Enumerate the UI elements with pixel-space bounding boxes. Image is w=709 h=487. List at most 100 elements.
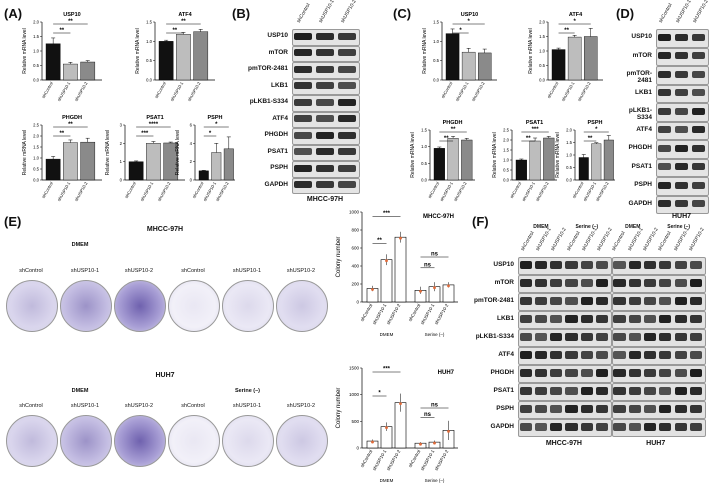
bar — [529, 140, 541, 181]
y-tick-label: 1.5 — [33, 145, 39, 150]
y-tick-label: 6 — [190, 123, 193, 128]
blot-band — [565, 351, 578, 359]
colony-plate — [168, 415, 220, 467]
blot-band — [628, 351, 641, 359]
bar — [198, 170, 209, 181]
y-tick-label: 1.5 — [33, 34, 39, 39]
blot-row-label: LKB1 — [635, 88, 652, 96]
blot-band — [316, 49, 334, 57]
y-tick-label: 800 — [351, 228, 359, 233]
blot-band — [519, 423, 532, 431]
blot-band — [596, 261, 609, 269]
bar — [461, 51, 476, 81]
blot-band — [659, 351, 672, 359]
y-tick-label: 1.5 — [421, 128, 427, 133]
blot-band — [596, 333, 609, 341]
blot-band — [689, 333, 703, 341]
y-axis-label: Relative mRNA level — [105, 130, 111, 176]
colony-plate — [60, 415, 112, 467]
x-tick-label: shUSP10-2 — [535, 180, 550, 202]
bar — [223, 148, 234, 181]
significance-label: * — [209, 131, 212, 137]
blot-band — [613, 333, 626, 341]
blot-band — [675, 163, 688, 171]
colony-plate — [168, 280, 220, 332]
blot-band — [338, 131, 356, 139]
y-tick-label: 1.5 — [566, 140, 572, 145]
y-tick-label: 0.5 — [433, 58, 439, 63]
x-tick-label: shUSP10-2 — [386, 303, 402, 326]
blot-row-label: PSAT1 — [631, 162, 652, 170]
blot-band — [675, 181, 688, 189]
significance-label: *** — [383, 211, 391, 217]
y-tick-label: 1.0 — [146, 39, 152, 44]
significance-label: ns — [431, 252, 439, 258]
blot-row-label: mTOR — [268, 48, 288, 56]
blot-band — [675, 52, 688, 60]
blot-band — [659, 423, 672, 431]
y-tick-label: 1.0 — [503, 158, 509, 163]
plate-label: shUSP10-1 — [70, 403, 100, 409]
significance-label: ns — [431, 403, 439, 409]
colony-plate — [114, 280, 166, 332]
data-point — [447, 284, 450, 288]
blot-band — [628, 333, 641, 341]
chart-title: ATF4 — [178, 12, 192, 18]
blot-row-label: LKB1 — [271, 81, 288, 89]
bar — [515, 159, 527, 181]
colony-plate — [222, 415, 274, 467]
plate-row-title: MHCC-97H — [146, 226, 184, 233]
data-point — [419, 442, 422, 446]
x-tick-label: shUSP10-1 — [454, 80, 469, 102]
blot-band — [674, 297, 687, 305]
blot-band — [643, 351, 657, 359]
x-tick-label: shControl — [124, 181, 137, 199]
blot-band — [550, 315, 563, 323]
blot-band — [613, 279, 626, 287]
y-axis-label: Relative mRNA level — [410, 132, 416, 178]
bar — [461, 139, 473, 181]
blot-row-label: pLKB1-S334 — [475, 333, 514, 340]
blot-band — [580, 297, 593, 305]
y-tick-label: 1.0 — [539, 49, 545, 54]
panel-letter-c: (C) — [393, 6, 412, 21]
blot-band — [628, 297, 641, 305]
blot-band — [338, 82, 356, 90]
x-tick-label: shControl — [440, 81, 453, 99]
blot-band — [658, 126, 671, 134]
x-tick-label: shUSP10-2 — [453, 180, 468, 202]
y-tick-label: 2 — [120, 141, 123, 146]
y-tick-label: 0.5 — [421, 161, 427, 166]
bar — [80, 61, 96, 81]
blot-row-label: ATF4 — [636, 125, 652, 133]
blot-band — [692, 33, 705, 41]
blot-band — [338, 181, 356, 189]
blot-band — [675, 107, 688, 115]
blot-band — [596, 351, 609, 359]
blot-row-label: pmTOR-2481 — [474, 297, 514, 304]
blot-caption: MHCC-97H — [306, 196, 344, 203]
blot-band — [596, 405, 609, 413]
blot-band — [596, 369, 609, 377]
colony-chart-1: HUH7 Colony number 0 500 1000 1500 shControl sh… — [336, 366, 458, 483]
blot-band — [659, 279, 672, 287]
y-tick-label: 0.0 — [433, 78, 439, 83]
blot-band — [692, 144, 705, 152]
significance-label: *** — [532, 127, 540, 133]
x-tick-label: shControl — [41, 81, 54, 99]
data-point — [399, 236, 402, 240]
blot-band — [580, 279, 593, 287]
significance-label: ** — [59, 28, 64, 34]
x-tick-label: shUSP10-1 — [169, 80, 184, 102]
x-tick-label: shControl — [509, 181, 522, 199]
y-tick-label: 0.5 — [539, 63, 545, 68]
significance-label: ** — [181, 19, 186, 25]
significance-label: ** — [68, 19, 73, 25]
blot-band — [658, 163, 671, 171]
blot-band — [643, 279, 657, 287]
blot-band — [580, 315, 593, 323]
colony-plate — [276, 415, 328, 467]
blot-row-label: pmTOR-2481 — [626, 70, 652, 85]
blot-band — [294, 49, 312, 57]
significance-label: * — [215, 122, 218, 128]
